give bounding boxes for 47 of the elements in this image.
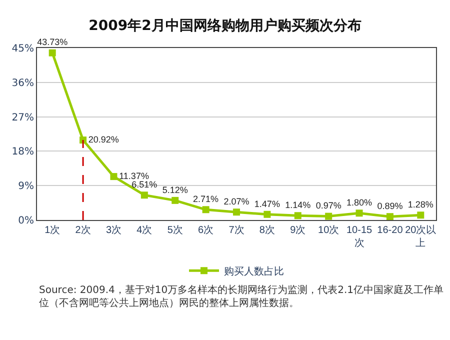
point bbox=[110, 173, 118, 180]
data-label: 1.47% bbox=[254, 198, 280, 209]
legend-label: 购买人数占比 bbox=[224, 266, 284, 278]
data-label: 1.14% bbox=[285, 200, 311, 210]
x-tick-label: 6次 bbox=[198, 225, 214, 236]
y-tick-label: 27% bbox=[12, 112, 34, 124]
data-label: 1.80% bbox=[346, 197, 372, 208]
x-tick-label: 8次 bbox=[259, 225, 275, 236]
point bbox=[233, 208, 240, 216]
point bbox=[386, 213, 394, 220]
data-label: 1.28% bbox=[408, 199, 434, 210]
x-tick-label: 4次 bbox=[136, 225, 152, 236]
source-note: Source: 2009.4，基于对10万多名样本的长期网络行为监测，代表2.1亿中国家庭及工作单位（不含网吧等公共上网地点）网民的整体上网属性数据。 bbox=[39, 284, 444, 309]
x-tick-label: 10-15次 bbox=[346, 225, 372, 249]
chart-title: 2009年2月中国网络购物用户购买频次分布 bbox=[88, 17, 362, 34]
y-tick-label: 36% bbox=[12, 78, 34, 89]
point bbox=[356, 210, 363, 217]
point bbox=[202, 206, 210, 214]
data-label: 43.73% bbox=[37, 37, 68, 48]
x-tick-label: 3次 bbox=[106, 225, 122, 236]
x-tick-label: 9次 bbox=[290, 225, 306, 236]
y-tick-label: 18% bbox=[12, 146, 34, 158]
data-label: 20.92% bbox=[88, 134, 119, 144]
y-tick-label: 45% bbox=[12, 44, 34, 54]
x-tick-label: 1次 bbox=[44, 225, 60, 236]
data-label: 0.89% bbox=[377, 200, 403, 211]
x-tick-label: 5次 bbox=[167, 225, 183, 236]
x-tick-label: 16-20 bbox=[377, 225, 404, 236]
point bbox=[325, 212, 332, 220]
data-label: 11.37% bbox=[119, 170, 149, 181]
data-label: 5.12% bbox=[162, 184, 188, 195]
x-tick-label: 2次 bbox=[75, 225, 91, 236]
point bbox=[140, 192, 148, 199]
x-tick-label: 20次以上 bbox=[405, 224, 436, 249]
y-tick-label: 9% bbox=[18, 181, 34, 192]
data-label: 2.07% bbox=[224, 196, 250, 206]
point bbox=[264, 210, 271, 218]
data-label: 6.51% bbox=[132, 179, 158, 190]
data-label: 2.71% bbox=[193, 194, 219, 204]
point bbox=[48, 49, 56, 56]
x-tick-label: 7次 bbox=[228, 225, 244, 236]
point bbox=[417, 212, 424, 219]
point bbox=[172, 196, 179, 204]
y-tick-label: 0% bbox=[18, 216, 34, 226]
data-label: 0.97% bbox=[316, 200, 342, 211]
x-tick-label: 10次 bbox=[318, 225, 340, 236]
point bbox=[294, 212, 302, 220]
